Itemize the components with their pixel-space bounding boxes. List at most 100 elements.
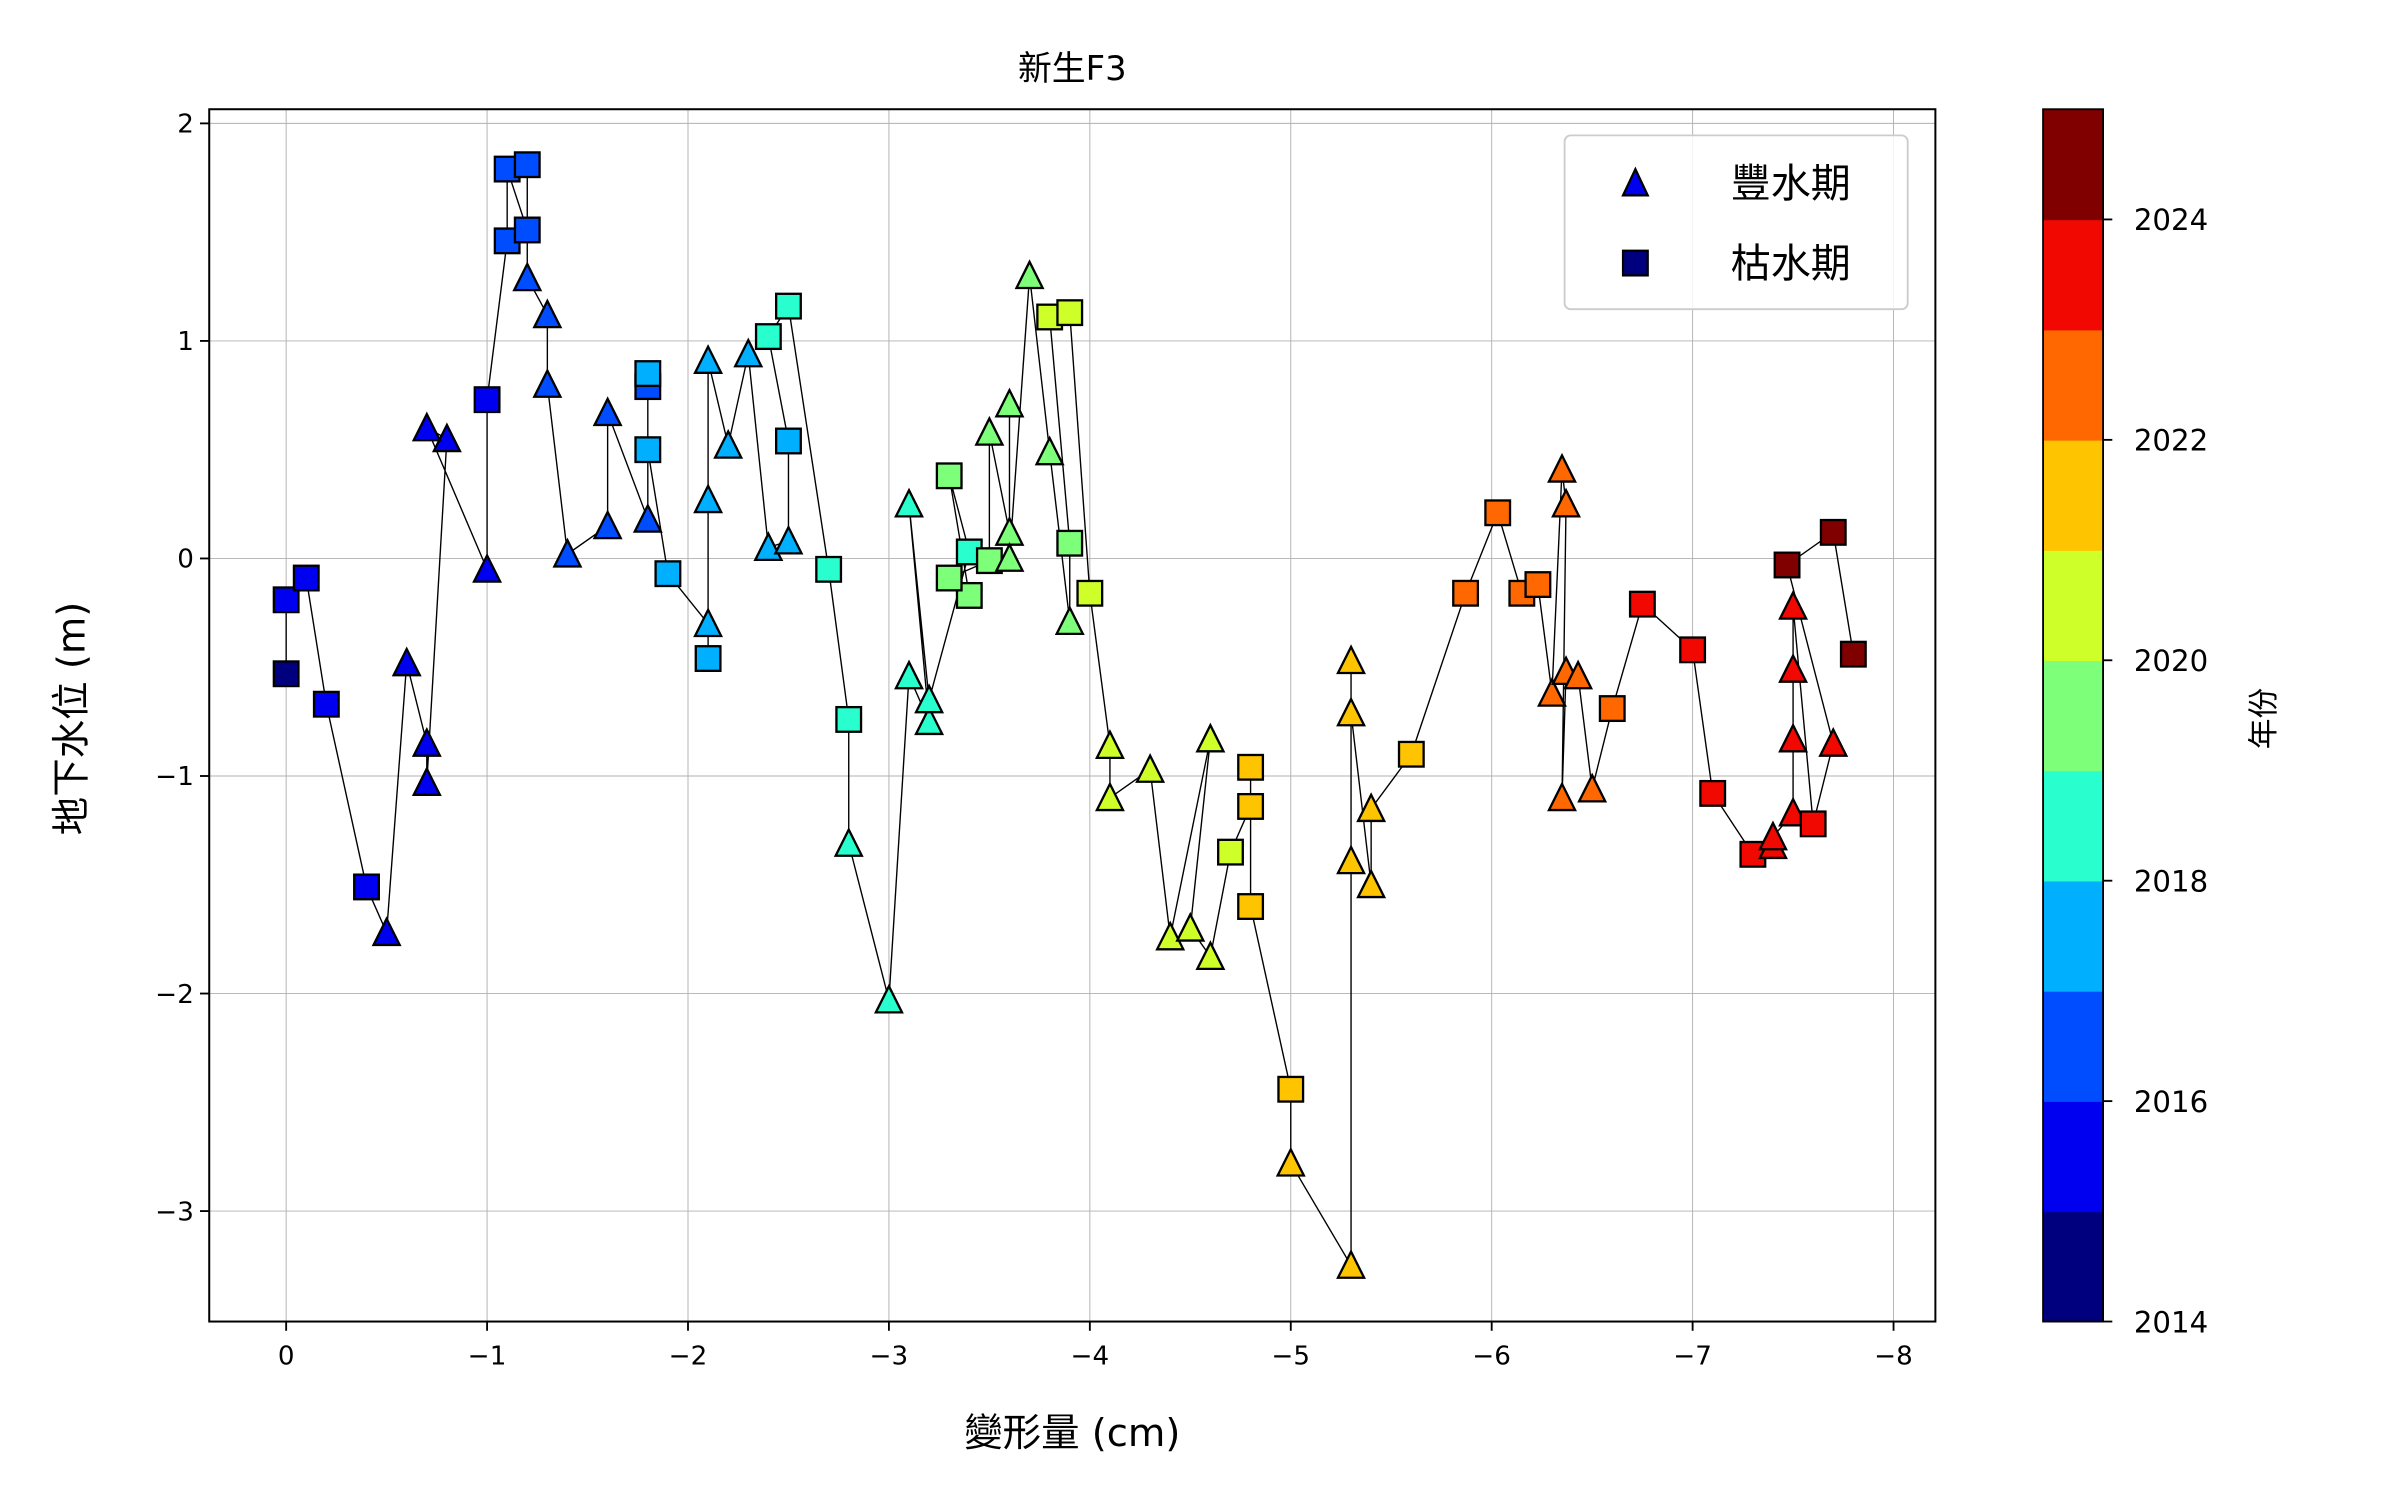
x-axis-label: 變形量 (cm) bbox=[964, 1411, 1180, 1456]
dry-season-point bbox=[1524, 571, 1552, 599]
dry-season-point bbox=[775, 427, 802, 455]
dry-season-point bbox=[1839, 640, 1867, 668]
dry-season-point bbox=[272, 660, 300, 688]
wet-season-point bbox=[371, 916, 402, 947]
y-axis-label: 地下水位 (m) bbox=[50, 602, 95, 836]
y-axis-ticks: 2 1 0 −1 −2 −3 bbox=[155, 110, 210, 1227]
colorbar-tick-label: 2018 bbox=[2134, 864, 2208, 898]
dry-season-point bbox=[935, 564, 963, 592]
wet-season-point bbox=[472, 552, 503, 583]
x-tick-label: −4 bbox=[1071, 1342, 1110, 1372]
colorbar-tick-label: 2020 bbox=[2134, 644, 2208, 678]
wet-season-point bbox=[532, 298, 563, 329]
dry-season-point bbox=[473, 386, 501, 414]
y-tick-label: −2 bbox=[155, 980, 194, 1010]
wet-season-point bbox=[1547, 452, 1577, 483]
colorbar-frame bbox=[2042, 108, 2105, 1323]
dry-season-point bbox=[1237, 893, 1265, 920]
dry-season-point bbox=[754, 323, 782, 351]
chart-title: 新生F3 bbox=[1018, 49, 1127, 88]
wet-season-point bbox=[1563, 659, 1594, 690]
wet-season-point bbox=[713, 428, 744, 459]
wet-season-point bbox=[592, 509, 623, 540]
colorbar-tick-label: 2014 bbox=[2134, 1305, 2208, 1339]
wet-season-point bbox=[1577, 772, 1608, 803]
y-tick-label: −1 bbox=[155, 762, 194, 792]
wet-season-point bbox=[1778, 652, 1809, 683]
wet-season-point bbox=[632, 502, 663, 533]
wet-season-point bbox=[1818, 726, 1849, 757]
wet-season-point bbox=[1195, 722, 1226, 753]
wet-season-point bbox=[1547, 781, 1577, 812]
dry-season-point bbox=[1699, 779, 1727, 807]
dry-season-point bbox=[312, 690, 340, 718]
wet-season-point bbox=[411, 411, 442, 442]
wet-season-point bbox=[532, 368, 563, 398]
dry-season-point bbox=[1679, 636, 1707, 664]
dry-season-point bbox=[775, 292, 802, 320]
dry-season-point bbox=[1598, 695, 1626, 723]
wet-season-point bbox=[1778, 722, 1809, 753]
dry-season-point bbox=[955, 581, 983, 609]
dry-season-point bbox=[1217, 838, 1244, 866]
wet-season-point bbox=[391, 646, 422, 677]
dry-season-point bbox=[292, 564, 320, 592]
wet-season-point bbox=[994, 387, 1025, 418]
legend-label-wet-season: 豐水期 bbox=[1731, 161, 1851, 207]
wet-season-point bbox=[1195, 940, 1226, 971]
y-tick-label: 1 bbox=[177, 327, 194, 357]
legend: 豐水期 枯水期 bbox=[1563, 134, 1909, 311]
wet-season-point bbox=[914, 705, 945, 736]
wet-season-point bbox=[974, 415, 1005, 446]
colorbar-segment bbox=[2043, 660, 2104, 772]
y-tick-label: 0 bbox=[177, 545, 194, 575]
wet-season-point bbox=[1778, 589, 1809, 620]
dry-season-point bbox=[654, 560, 682, 588]
wet-season-point bbox=[894, 659, 924, 690]
wet-season-point bbox=[1155, 920, 1186, 951]
wet-season-point bbox=[1336, 696, 1366, 727]
x-tick-label: −5 bbox=[1271, 1342, 1310, 1372]
wet-season-point bbox=[1094, 781, 1125, 812]
dry-season-point bbox=[1773, 551, 1801, 579]
wet-season-point bbox=[1054, 605, 1085, 636]
wet-season-point bbox=[512, 261, 543, 292]
dry-season-point bbox=[835, 705, 863, 733]
dry-season-point bbox=[1277, 1075, 1305, 1103]
wet-season-point bbox=[411, 726, 442, 757]
colorbar-segment bbox=[2043, 219, 2104, 331]
dry-season-point bbox=[1628, 590, 1656, 618]
dry-season-point bbox=[694, 645, 722, 672]
dry-season-point bbox=[1799, 810, 1827, 838]
x-tick-label: −3 bbox=[870, 1342, 909, 1372]
wet-season-point bbox=[1094, 729, 1125, 760]
x-tick-label: −2 bbox=[669, 1342, 708, 1372]
dry-season-point bbox=[1484, 499, 1512, 527]
colorbar-segment bbox=[2043, 880, 2104, 992]
dry-season-point bbox=[1237, 753, 1265, 781]
wet-season-point bbox=[1275, 1146, 1306, 1177]
wet-season-point bbox=[833, 827, 864, 857]
legend-square-marker-icon bbox=[1621, 249, 1649, 277]
dry-season-point bbox=[1237, 792, 1265, 820]
wet-season-point bbox=[873, 983, 904, 1014]
wet-season-point bbox=[1778, 796, 1809, 827]
wet-season-point bbox=[1175, 911, 1206, 942]
wet-season-point bbox=[693, 483, 724, 514]
wet-season-point bbox=[1356, 792, 1387, 823]
wet-season-point bbox=[994, 515, 1025, 546]
dry-season-point bbox=[1076, 579, 1104, 607]
wet-season-point bbox=[431, 422, 462, 453]
colorbar-segment bbox=[2043, 1211, 2104, 1323]
colorbar-segment bbox=[2043, 550, 2104, 662]
dry-season-point bbox=[1056, 529, 1084, 557]
wet-season-point bbox=[733, 337, 764, 368]
wet-season-point bbox=[552, 537, 583, 568]
wet-season-point bbox=[773, 524, 804, 555]
colorbar-ticks: 2014 2016 2018 2020 2022 2024 bbox=[2103, 203, 2208, 1339]
dry-season-point bbox=[634, 360, 662, 388]
wet-season-point bbox=[1034, 435, 1065, 466]
legend-label-dry-season: 枯水期 bbox=[1731, 241, 1851, 287]
x-tick-label: −6 bbox=[1472, 1342, 1511, 1372]
